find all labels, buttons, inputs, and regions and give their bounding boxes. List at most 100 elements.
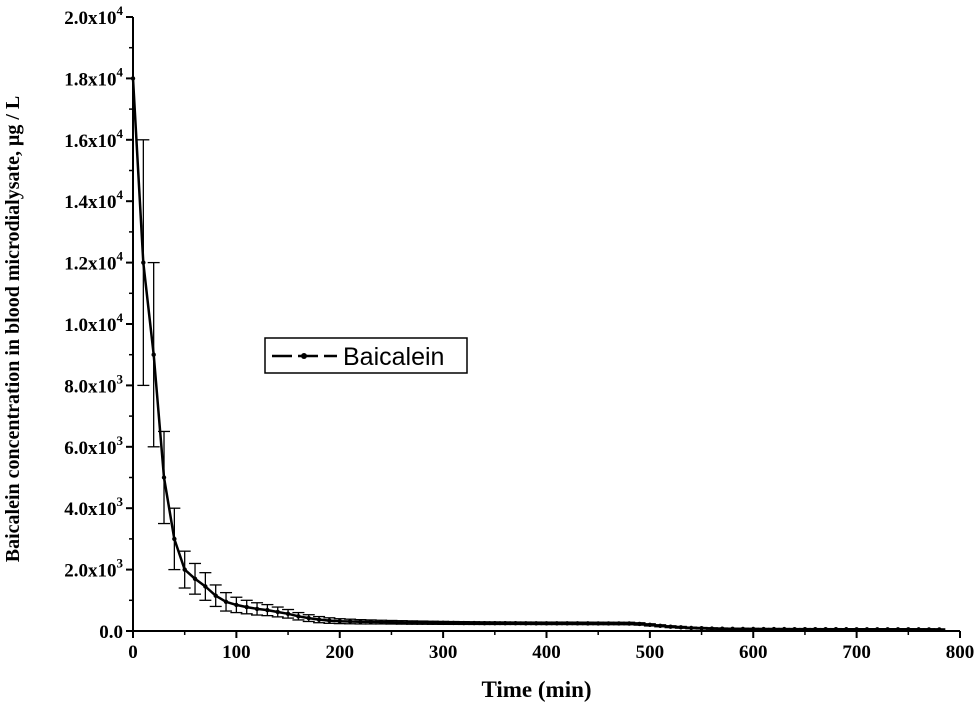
data-point xyxy=(347,619,353,624)
y-tick-label: 1.4x104 xyxy=(64,187,123,213)
legend-marker xyxy=(301,353,307,359)
data-point xyxy=(358,619,363,624)
data-point xyxy=(761,626,766,632)
data-point xyxy=(265,607,270,613)
data-point xyxy=(130,76,136,81)
legend-label-baicalein: Baicalein xyxy=(343,343,444,371)
data-point xyxy=(864,627,870,632)
data-point xyxy=(399,620,404,625)
y-tick-label: 1.6x104 xyxy=(64,126,123,152)
data-point xyxy=(740,626,746,632)
y-tick-label: 8.0x103 xyxy=(64,371,123,397)
data-point xyxy=(389,620,394,625)
x-tick-label: 300 xyxy=(429,642,458,663)
data-point xyxy=(751,626,756,632)
data-point xyxy=(182,567,187,572)
x-tick-label: 100 xyxy=(222,642,251,663)
data-point xyxy=(926,627,932,632)
x-axis-title: Time (min) xyxy=(481,677,591,702)
error-bars xyxy=(137,139,946,631)
x-tick-label: 500 xyxy=(636,642,665,663)
data-point xyxy=(234,602,239,608)
x-tick-label: 200 xyxy=(326,642,355,663)
x-tick-label: 700 xyxy=(842,642,871,663)
data-point xyxy=(678,625,684,630)
data-point xyxy=(730,626,735,632)
y-tick-label: 4.0x103 xyxy=(64,494,123,520)
y-tick-label: 2.0x104 xyxy=(64,3,123,29)
y-tick-label: 1.0x104 xyxy=(64,310,123,336)
data-point xyxy=(172,536,177,542)
data-point xyxy=(771,626,777,632)
data-point xyxy=(461,620,466,626)
data-point xyxy=(533,621,539,626)
data-point xyxy=(430,620,435,625)
data-point xyxy=(844,627,849,632)
data-point xyxy=(575,621,580,626)
plot-area xyxy=(132,17,960,632)
data-point xyxy=(306,615,311,621)
data-point xyxy=(606,621,611,626)
data-point xyxy=(854,627,859,632)
data-point xyxy=(895,627,901,632)
data-point xyxy=(544,621,549,626)
data-point xyxy=(296,614,301,619)
data-point xyxy=(471,620,477,626)
data-point xyxy=(647,622,653,628)
data-point xyxy=(554,621,560,626)
x-tick-label: 400 xyxy=(532,642,561,663)
x-tick-label: 800 xyxy=(946,642,975,663)
data-point xyxy=(627,621,632,626)
data-point xyxy=(368,619,373,625)
data-point xyxy=(244,604,249,610)
series-line-baicalein xyxy=(131,78,940,631)
data-point xyxy=(564,621,570,626)
y-axis-ticks: 0.0 2.0x103 4.0x103 6.0x103 8.0x103 1.0x104 1.… xyxy=(64,3,133,643)
data-point xyxy=(327,618,332,623)
data-point xyxy=(203,584,208,589)
data-point xyxy=(875,627,880,632)
data-point xyxy=(595,621,601,626)
x-tick-label: 600 xyxy=(739,642,768,663)
data-point xyxy=(316,617,322,622)
data-point xyxy=(813,626,818,632)
data-point xyxy=(213,593,218,598)
data-point xyxy=(409,620,415,625)
data-point xyxy=(792,626,797,632)
data-point xyxy=(513,621,518,626)
data-point xyxy=(658,623,663,628)
data-point xyxy=(906,627,911,632)
data-point xyxy=(709,626,715,631)
data-point xyxy=(523,621,529,626)
y-axis-title: Baicalein concentration in blood microdi… xyxy=(2,96,24,563)
data-point xyxy=(668,624,673,629)
data-point xyxy=(689,625,694,631)
data-point xyxy=(802,626,808,632)
x-tick-label: 0 xyxy=(128,642,138,663)
data-point xyxy=(482,620,487,626)
series-baicalein xyxy=(130,76,942,632)
data-point xyxy=(937,627,942,632)
data-point xyxy=(223,599,229,605)
data-point xyxy=(141,260,146,265)
data-point xyxy=(440,620,446,626)
y-tick-label: 6.0x103 xyxy=(64,433,123,459)
data-point xyxy=(451,620,456,626)
data-point xyxy=(492,620,498,626)
data-point xyxy=(637,621,642,627)
y-tick-label: 1.2x104 xyxy=(64,249,123,275)
data-point xyxy=(833,627,839,632)
data-point xyxy=(916,627,921,632)
data-point xyxy=(161,475,167,480)
data-point xyxy=(285,611,291,617)
data-point xyxy=(885,627,890,632)
data-point xyxy=(502,621,508,626)
x-axis-ticks: 0 100 200 300 400 500 600 700 800 xyxy=(128,631,974,663)
data-point xyxy=(699,626,704,631)
legend: Baicalein xyxy=(264,337,468,374)
data-point xyxy=(151,352,156,357)
data-point xyxy=(254,606,260,612)
y-tick-label: 2.0x103 xyxy=(64,556,123,582)
data-point xyxy=(378,619,384,625)
